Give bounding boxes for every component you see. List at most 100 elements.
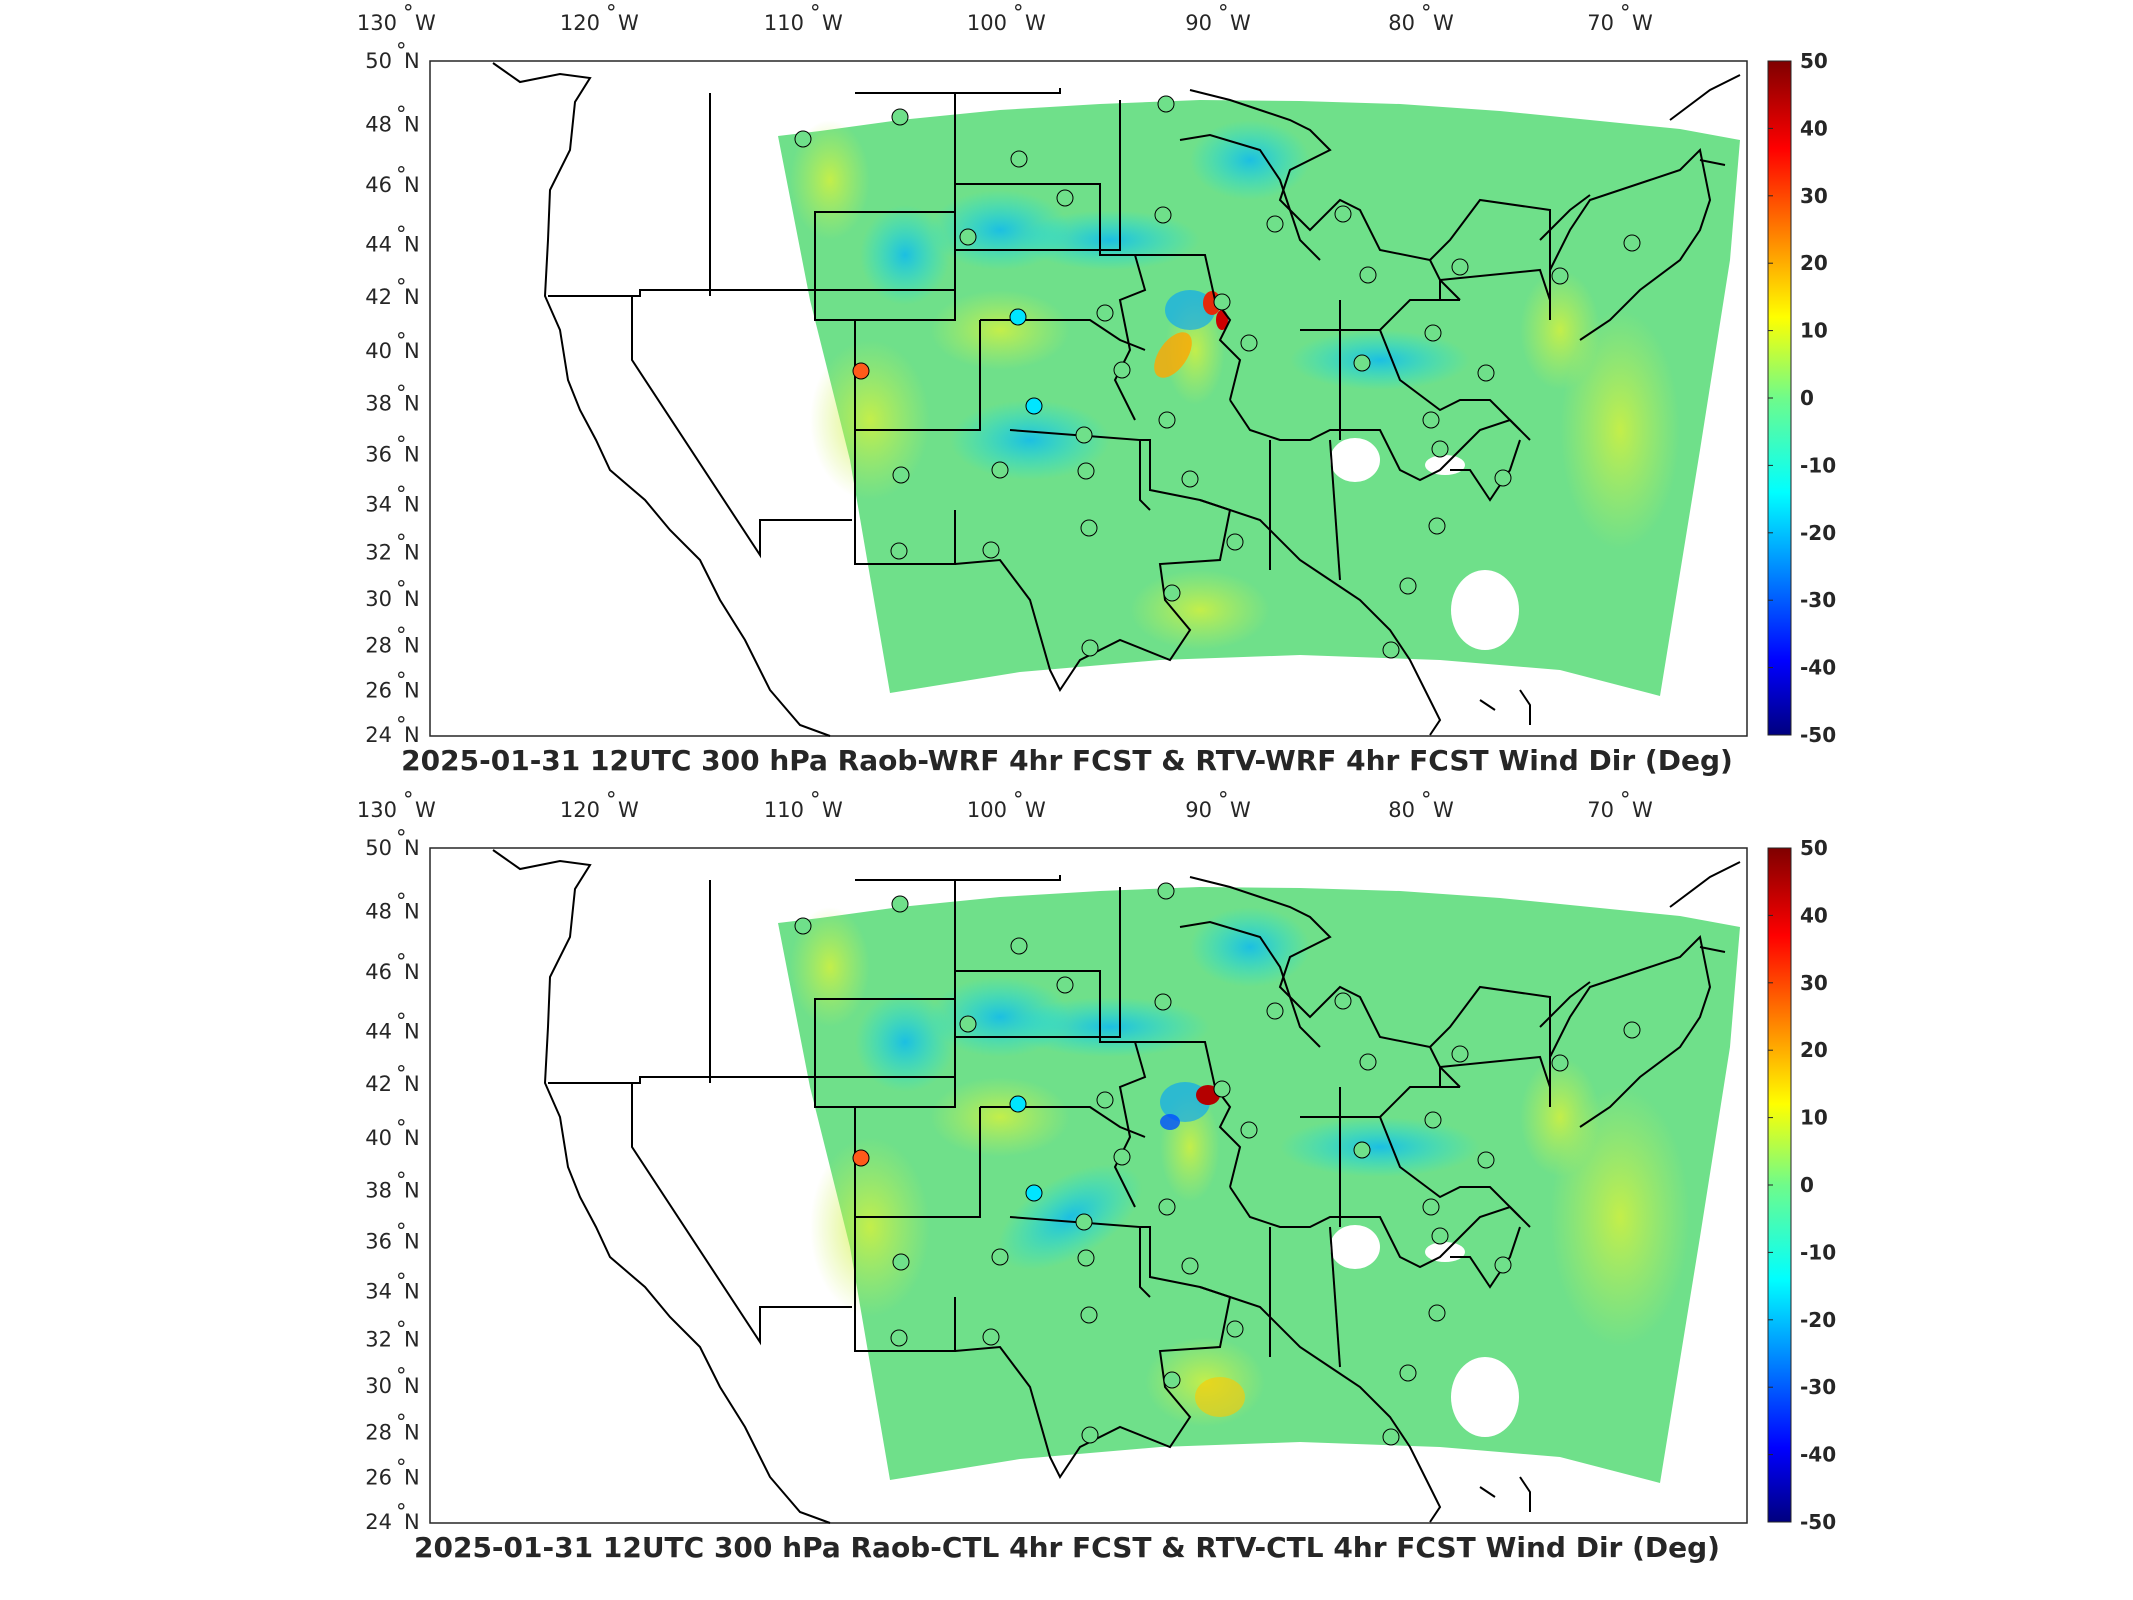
degree-symbol: ° — [396, 669, 407, 693]
lat-tick-hemisphere: N — [404, 1019, 420, 1043]
colorbar-tick-label: -30 — [1800, 588, 1836, 612]
forecast-field — [778, 100, 1740, 696]
map-panel-2 — [429, 847, 1748, 1524]
lat-tick-label: 34 — [365, 1279, 392, 1303]
lat-tick-label: 44 — [365, 1019, 392, 1043]
lat-tick-label: 44 — [365, 232, 392, 256]
degree-symbol: ° — [396, 39, 407, 63]
lon-tick-label: 90 — [1185, 798, 1212, 822]
lon-tick-hemisphere: W — [415, 798, 436, 822]
colorbar-tick-label: 40 — [1800, 116, 1828, 140]
lat-tick-hemisphere: N — [404, 232, 420, 256]
lon-tick-hemisphere: W — [1230, 11, 1251, 35]
lat-tick-hemisphere: N — [404, 49, 420, 73]
lat-tick-hemisphere: N — [404, 1279, 420, 1303]
degree-symbol: ° — [396, 482, 407, 506]
lon-tick-label: 120 — [560, 11, 600, 35]
colorbar-tick-label: 30 — [1800, 184, 1828, 208]
lat-tick-label: 40 — [365, 1126, 392, 1150]
lat-tick-hemisphere: N — [404, 173, 420, 197]
lat-tick-label: 40 — [365, 339, 392, 363]
lon-tick-label: 100 — [967, 11, 1007, 35]
lat-tick-hemisphere: N — [404, 339, 420, 363]
degree-symbol: ° — [1013, 1, 1024, 25]
lat-tick-hemisphere: N — [404, 587, 420, 611]
degree-symbol: ° — [396, 713, 407, 737]
lon-tick-label: 130 — [357, 11, 397, 35]
map-outlines — [492, 849, 1741, 1524]
lat-tick-hemisphere: N — [404, 1466, 420, 1490]
degree-symbol: ° — [396, 1500, 407, 1524]
colorbar-tick-label: -40 — [1800, 656, 1836, 680]
lat-tick-hemisphere: N — [404, 1374, 420, 1398]
colorbar-tick-label: 50 — [1800, 49, 1828, 73]
lat-tick-hemisphere: N — [404, 391, 420, 415]
lat-tick-label: 26 — [365, 1466, 392, 1490]
lon-tick-hemisphere: W — [1632, 11, 1653, 35]
degree-symbol: ° — [396, 950, 407, 974]
lat-tick-label: 48 — [365, 112, 392, 136]
colorbar-tick-label: 50 — [1800, 836, 1828, 860]
lat-tick-hemisphere: N — [404, 1420, 420, 1444]
panel-title: 2025-01-31 12UTC 300 hPa Raob-CTL 4hr FC… — [414, 1531, 1720, 1564]
lon-tick-label: 130 — [357, 798, 397, 822]
lat-tick-label: 46 — [365, 173, 392, 197]
lat-tick-label: 42 — [365, 285, 392, 309]
degree-symbol: ° — [396, 1410, 407, 1434]
degree-symbol: ° — [396, 102, 407, 126]
lon-tick-label: 100 — [967, 798, 1007, 822]
lat-tick-label: 24 — [365, 723, 392, 747]
degree-symbol: ° — [1218, 788, 1229, 812]
degree-symbol: ° — [396, 1220, 407, 1244]
colorbar-tick-label: -10 — [1800, 453, 1836, 477]
lat-tick-hemisphere: N — [404, 1327, 420, 1351]
lon-tick-hemisphere: W — [1025, 11, 1046, 35]
colorbar-tick-label: 20 — [1800, 1038, 1828, 1062]
degree-symbol: ° — [1218, 1, 1229, 25]
lon-tick-hemisphere: W — [1433, 11, 1454, 35]
lat-tick-hemisphere: N — [404, 960, 420, 984]
degree-symbol: ° — [396, 433, 407, 457]
degree-symbol: ° — [396, 1009, 407, 1033]
lon-tick-label: 80 — [1388, 798, 1415, 822]
degree-symbol: ° — [396, 1168, 407, 1192]
lat-tick-label: 32 — [365, 1327, 392, 1351]
degree-symbol: ° — [1620, 788, 1631, 812]
colorbar-tick-label: 0 — [1800, 1173, 1814, 1197]
lat-tick-hemisphere: N — [404, 1072, 420, 1096]
lat-tick-label: 34 — [365, 492, 392, 516]
lat-tick-label: 48 — [365, 899, 392, 923]
degree-symbol: ° — [396, 222, 407, 246]
degree-symbol: ° — [403, 1, 414, 25]
lat-tick-label: 38 — [365, 1178, 392, 1202]
lat-tick-hemisphere: N — [404, 1126, 420, 1150]
degree-symbol: ° — [606, 1, 617, 25]
lon-tick-hemisphere: W — [618, 11, 639, 35]
lon-tick-hemisphere: W — [1433, 798, 1454, 822]
lat-tick-hemisphere: N — [404, 112, 420, 136]
degree-symbol: ° — [396, 1269, 407, 1293]
lon-tick-label: 110 — [764, 798, 804, 822]
degree-symbol: ° — [396, 1317, 407, 1341]
lat-tick-hemisphere: N — [404, 285, 420, 309]
lon-tick-label: 70 — [1587, 798, 1614, 822]
degree-symbol: ° — [403, 788, 414, 812]
degree-symbol: ° — [396, 826, 407, 850]
lat-tick-label: 42 — [365, 1072, 392, 1096]
degree-symbol: ° — [396, 381, 407, 405]
degree-symbol: ° — [396, 530, 407, 554]
degree-symbol: ° — [810, 1, 821, 25]
lon-tick-hemisphere: W — [822, 11, 843, 35]
degree-symbol: ° — [1421, 1, 1432, 25]
degree-symbol: ° — [1013, 788, 1024, 812]
degree-symbol: ° — [396, 329, 407, 353]
lat-tick-hemisphere: N — [404, 899, 420, 923]
lon-tick-label: 110 — [764, 11, 804, 35]
lat-tick-label: 26 — [365, 679, 392, 703]
lon-tick-hemisphere: W — [415, 11, 436, 35]
degree-symbol: ° — [396, 163, 407, 187]
colorbar-tick-label: -20 — [1800, 521, 1836, 545]
degree-symbol: ° — [396, 1116, 407, 1140]
lat-tick-hemisphere: N — [404, 1510, 420, 1534]
degree-symbol: ° — [606, 788, 617, 812]
